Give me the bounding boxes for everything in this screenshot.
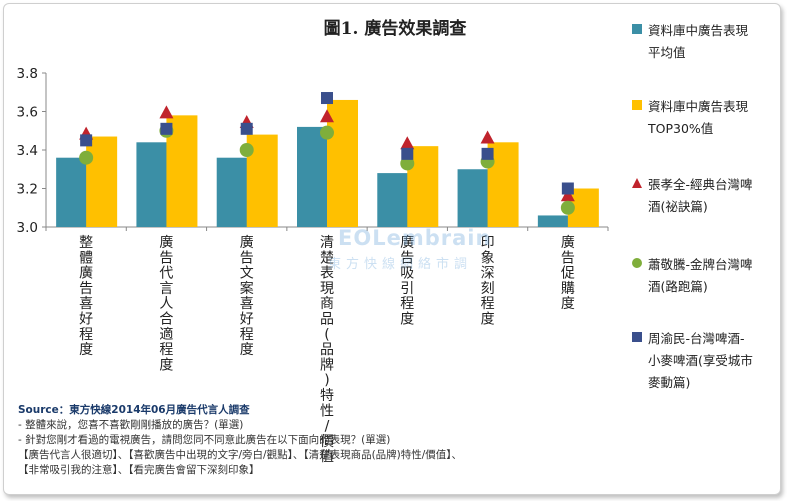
marker-triangle [400, 136, 415, 150]
source-line-1: - 整體來說，您喜不喜歡剛剛播放的廣告？(單選) [18, 419, 244, 431]
marker-triangle [480, 130, 495, 144]
marker-square [80, 134, 93, 147]
legend-marker-triangle [632, 178, 642, 188]
legend-marker-bar [632, 24, 642, 34]
x-tick-label: 廣告代言人合適程度 [159, 234, 173, 373]
bar-average [457, 169, 489, 227]
marker-square [401, 147, 414, 160]
x-tick-label: 廣告吸引程度 [400, 234, 414, 328]
y-tick-label: 3.0 [17, 220, 38, 236]
source-title: Source：東方快線2014年06月廣告代言人調查 [18, 404, 250, 416]
x-tick-label: 清楚表現商品(品牌)特性/價值 [320, 235, 334, 465]
source-line-3: 【廣告代言人很適切】、【喜歡廣告中出現的文字/旁白/觀點】、【清楚表現商品(品牌… [18, 449, 463, 461]
source-notes: Source：東方快線2014年06月廣告代言人調查 - 整體來說，您喜不喜歡剛… [18, 403, 618, 478]
x-tick-label: 廣告促購度 [561, 234, 575, 312]
source-line-2: - 針對您剛才看過的電視廣告，請問您同不同意此廣告在以下面向的表現？(單選) [18, 434, 391, 446]
legend-marker-square [632, 332, 642, 342]
source-line-4: 【非常吸引我的注意】、【看完廣告會留下深刻印象】 [18, 464, 260, 476]
x-tick-label: 印象深刻程度 [481, 235, 495, 328]
legend-label: 張孝全-經典台灣啤 酒(祕訣篇) [648, 177, 753, 214]
y-tick-label: 3.8 [17, 66, 38, 82]
marker-square [160, 122, 173, 135]
legend-label: 蕭敬騰-金牌台灣啤 酒(路跑篇) [648, 257, 753, 294]
x-tick-label: 整體廣告喜好程度 [79, 235, 93, 358]
y-tick-label: 3.2 [17, 182, 38, 198]
marker-square [321, 92, 333, 105]
bar-average [56, 157, 88, 227]
marker-square [240, 122, 253, 135]
y-tick-label: 3.4 [17, 143, 38, 159]
legend-label: 資料庫中廣告表現 TOP30%值 [648, 99, 749, 136]
marker-circle [239, 143, 254, 157]
bar-average [377, 173, 409, 227]
marker-triangle [159, 105, 174, 119]
marker-square [561, 182, 574, 195]
chart-frame [3, 3, 781, 495]
y-tick-label: 3.6 [17, 105, 38, 121]
legend-marker-bar [632, 100, 642, 110]
marker-circle [79, 150, 94, 165]
legend-label: 周渝民-台灣啤酒- 小麥啤酒(享受城市 麥動篇) [648, 331, 753, 390]
legend-marker-circle [632, 258, 642, 268]
marker-square [481, 147, 494, 160]
bar-top30 [86, 136, 118, 227]
bar-average [136, 142, 168, 227]
marker-circle [560, 200, 575, 215]
chart-title: 圖1. 廣告效果調查 [323, 19, 467, 39]
marker-triangle [320, 109, 334, 123]
bar-average [537, 215, 569, 227]
legend-label: 資料庫中廣告表現 平均值 [648, 23, 749, 60]
marker-circle [320, 125, 334, 140]
bar-average [297, 126, 328, 227]
marker-triangle [560, 188, 575, 202]
marker-circle [400, 156, 415, 171]
bar-average [216, 157, 248, 227]
x-tick-label: 廣告文案喜好程度 [240, 234, 254, 358]
